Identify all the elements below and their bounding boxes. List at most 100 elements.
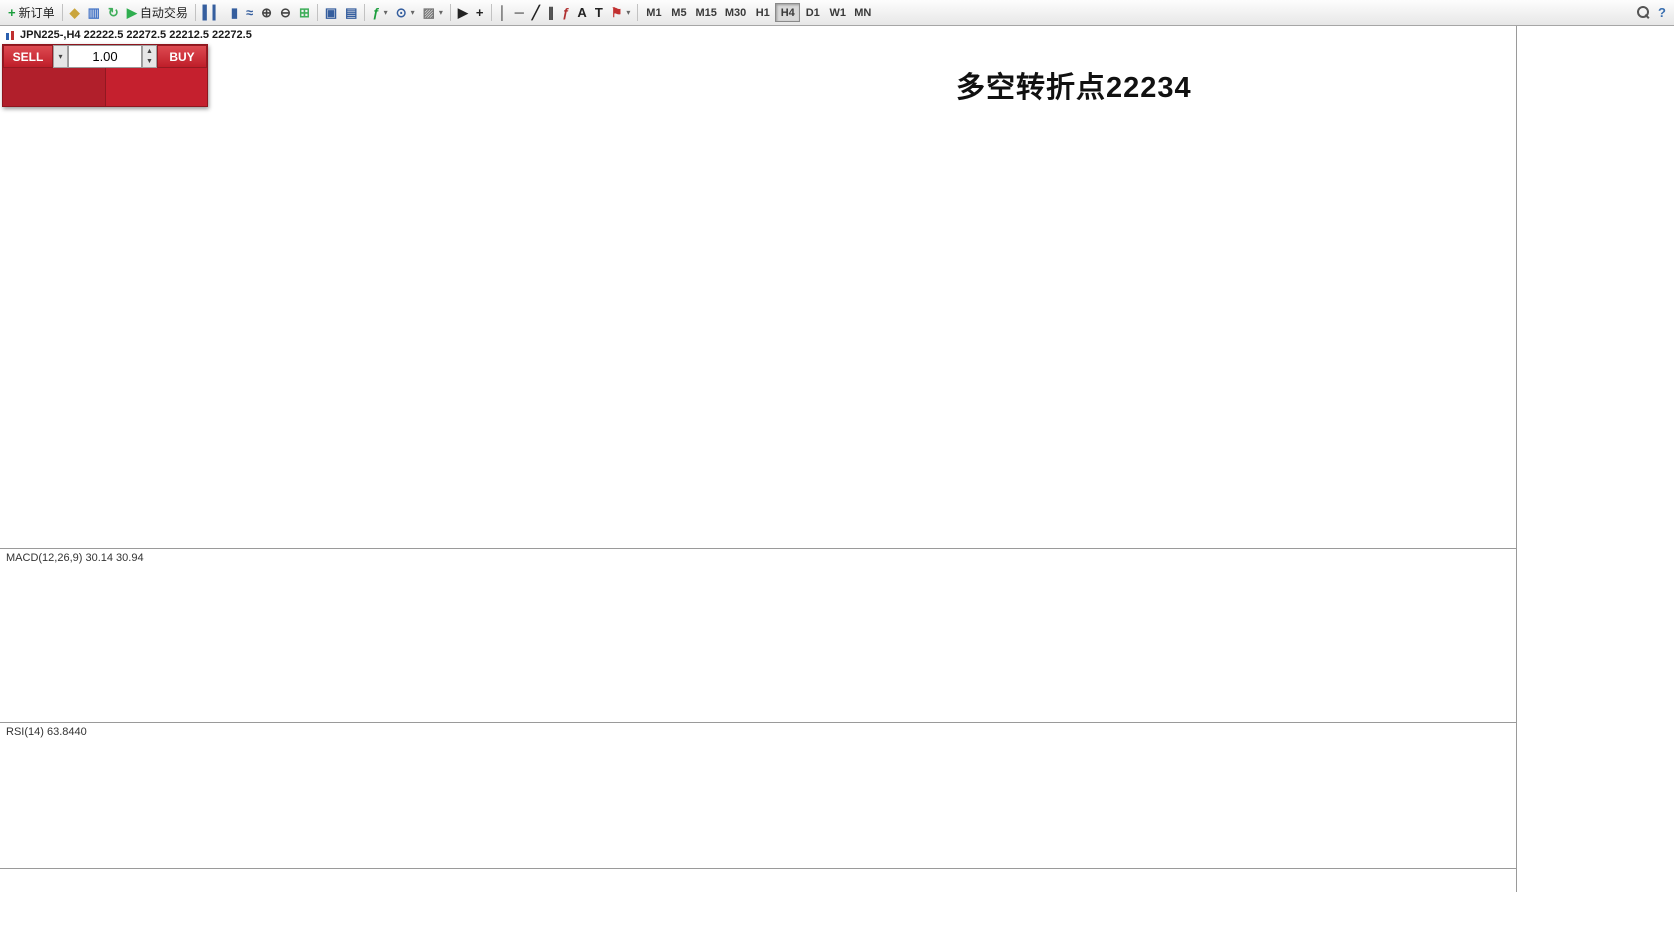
templates-icon: ▨ [422, 5, 435, 20]
fibonacci-button[interactable]: ƒ [558, 3, 573, 23]
turning-point-annotation: 多空转折点22234 [956, 72, 1192, 104]
autotrading-button[interactable]: ▶ 自动交易 [123, 3, 192, 23]
cascade-windows-button[interactable]: ▤ [341, 3, 361, 23]
buy-button[interactable]: BUY [157, 45, 207, 68]
trade-panel-prices [3, 68, 207, 106]
toolbar-separator [364, 4, 366, 21]
timeframe-h1[interactable]: H1 [755, 6, 770, 19]
chart-area[interactable] [0, 26, 1516, 918]
line-chart-button[interactable]: ≈ [242, 3, 257, 23]
main-macd-separator[interactable] [0, 548, 1674, 549]
text-label-icon: T [594, 5, 603, 20]
chevron-down-icon: ▾ [410, 8, 415, 17]
sell-button[interactable]: SELL [3, 45, 53, 68]
navigator-button[interactable]: ▥ [84, 3, 104, 23]
timeframe-m30[interactable]: M30 [724, 6, 747, 19]
search-button[interactable] [1633, 3, 1654, 23]
fibonacci-icon: ƒ [562, 5, 570, 20]
volume-up-icon[interactable]: ▲ [146, 47, 153, 55]
channel-icon: ∥ [547, 5, 555, 20]
price-axis-separator [1516, 26, 1517, 892]
periods-button[interactable]: ⊙ ▾ [392, 3, 419, 23]
search-icon [1637, 6, 1650, 19]
buy-price[interactable] [105, 68, 207, 106]
timeframe-w1[interactable]: W1 [829, 6, 847, 19]
volume-dropdown-button[interactable]: ▾ [53, 45, 68, 68]
one-click-trading-panel: SELL ▾ ▲ ▼ BUY [2, 44, 208, 107]
rsi-pane-label: RSI(14) 63.8440 [6, 726, 87, 738]
price-axis[interactable] [1517, 26, 1674, 892]
horizontal-line-icon: ─ [514, 5, 524, 20]
toolbar-separator [449, 4, 451, 21]
trendline-button[interactable]: ╱ [528, 3, 544, 23]
zoom-in-button[interactable]: ⊕ [257, 3, 276, 23]
market-watch-button[interactable]: ◆ [66, 3, 84, 23]
grid-icon: ⊞ [298, 5, 310, 20]
sell-price[interactable] [3, 68, 105, 106]
toolbar-separator [316, 4, 318, 21]
chart-canvas [0, 26, 1516, 892]
candle-chart-button[interactable]: ▮ [227, 3, 242, 23]
chevron-down-icon: ▾ [626, 8, 631, 17]
text-icon: A [577, 5, 587, 20]
chart-timeaxis-separator [0, 868, 1674, 869]
navigator-icon: ▥ [87, 5, 100, 20]
volume-input[interactable] [68, 45, 142, 68]
periods-icon: ⊙ [395, 5, 407, 20]
line-chart-icon: ≈ [245, 5, 254, 20]
indicators-button[interactable]: ƒ ▾ [368, 3, 391, 23]
macd-rsi-separator[interactable] [0, 722, 1674, 723]
volume-down-icon[interactable]: ▼ [146, 58, 153, 66]
new-order-button-label: 新订单 [18, 6, 55, 20]
chart-symbol-icon [5, 31, 16, 41]
cursor-icon: ▶ [457, 5, 468, 20]
timeframe-h4[interactable]: H4 [775, 3, 801, 22]
bar-chart-button[interactable]: ▍▎ [199, 3, 227, 23]
timeframe-d1[interactable]: D1 [805, 6, 820, 19]
autotrading-icon: ▶ [126, 5, 137, 20]
cursor-button[interactable]: ▶ [454, 3, 472, 23]
chart-symbol-info: JPN225-,H4 22222.5 22272.5 22212.5 22272… [20, 29, 252, 41]
arrows-icon: ⚑ [610, 5, 623, 20]
templates-button[interactable]: ▨ ▾ [419, 3, 447, 23]
indicators-icon: ƒ [372, 5, 380, 20]
toolbar-separator [194, 4, 196, 21]
help-button[interactable]: ? [1654, 3, 1670, 23]
timeframe-m1[interactable]: M1 [646, 6, 662, 19]
terminal-button[interactable]: ↻ [104, 3, 123, 23]
help-icon: ? [1658, 5, 1666, 20]
zoom-out-button[interactable]: ⊖ [276, 3, 295, 23]
new-order-button[interactable]: + 新订单 [4, 3, 59, 23]
timeframe-mn[interactable]: MN [854, 6, 872, 19]
cascade-windows-icon: ▤ [345, 5, 358, 20]
vertical-line-button[interactable]: │ [495, 3, 511, 23]
market-watch-icon: ◆ [69, 5, 80, 20]
chevron-down-icon: ▾ [383, 8, 388, 17]
timeframe-m15[interactable]: M15 [695, 6, 717, 19]
text-button[interactable]: A [573, 3, 590, 23]
autotrading-button-label: 自动交易 [139, 6, 188, 20]
text-label-button[interactable]: T [591, 3, 607, 23]
toolbar-buttons: + 新订单 ◆ ▥ ↻ ▶ 自动交易 ▍▎ ▮ ≈ ⊕ ⊖ ⊞ ▣ ▤ ƒ ▾ ⊙ ▾ ▨ ▾ ▶ + │ ─ ╱ ∥ ƒ A T ⚑ ▾ [4, 3, 641, 23]
vertical-line-icon: │ [498, 5, 507, 20]
timeframe-m5[interactable]: M5 [671, 6, 687, 19]
terminal-icon: ↻ [107, 5, 119, 20]
volume-stepper[interactable]: ▲ ▼ [142, 45, 157, 68]
crosshair-icon: + [475, 5, 484, 20]
tile-windows-button[interactable]: ▣ [321, 3, 341, 23]
macd-pane-label: MACD(12,26,9) 30.14 30.94 [6, 552, 144, 564]
horizontal-line-button[interactable]: ─ [511, 3, 528, 23]
chevron-down-icon: ▾ [438, 8, 443, 17]
arrows-button[interactable]: ⚑ ▾ [607, 3, 635, 23]
timeframe-bar: M1 M5 M15 M30 H1 H4 D1 W1 MN [641, 3, 875, 22]
grid-button[interactable]: ⊞ [295, 3, 314, 23]
crosshair-button[interactable]: + [472, 3, 488, 23]
candle-chart-icon: ▮ [230, 5, 238, 20]
zoom-in-icon: ⊕ [261, 5, 273, 20]
bar-chart-icon: ▍▎ [202, 5, 223, 20]
new-order-icon: + [8, 5, 16, 20]
channel-button[interactable]: ∥ [544, 3, 559, 23]
time-axis[interactable] [0, 894, 1516, 918]
toolbar-separator [490, 4, 492, 21]
